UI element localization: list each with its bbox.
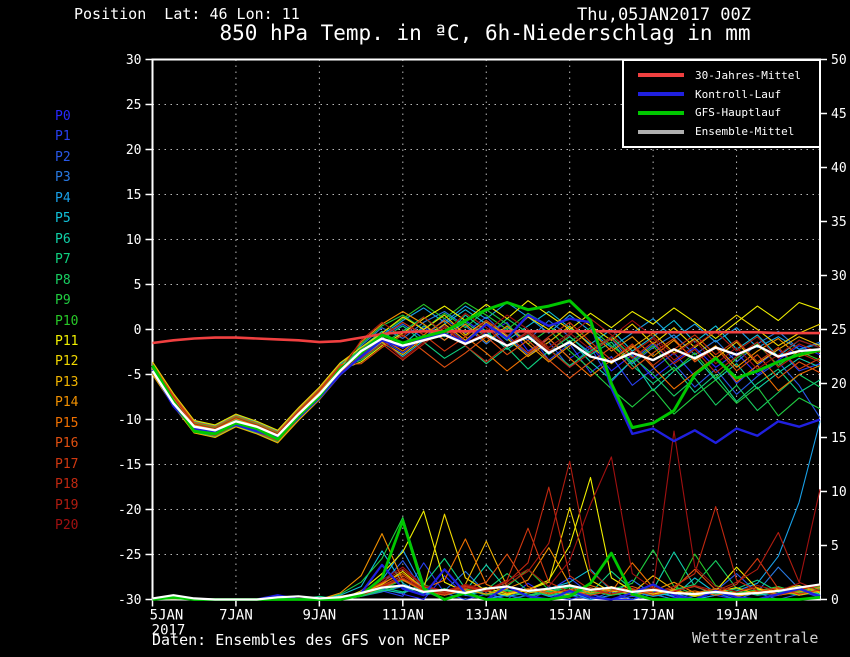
member-label-p19: P19 [55,497,79,513]
temp-axis-tick-label: -20 [118,503,141,518]
x-axis-tick-label: 9JAN [303,608,337,624]
member-label-p12: P12 [55,354,79,370]
legend-line-swatch [638,73,684,78]
main-run-temp-line [151,299,821,441]
temp-axis-tick-label: -5 [126,368,142,383]
legend-item: 30-Jahres-Mittel [638,69,817,82]
member-label-p11: P11 [55,333,79,349]
precip-axis-tick-label: 30 [831,269,847,284]
climate-mean-temp-line [152,329,820,345]
temp-axis-tick-label: 0 [134,323,142,338]
member-label-p13: P13 [55,374,79,390]
x-axis-tick-label: 11JAN [382,608,424,624]
member-label-p14: P14 [55,395,79,411]
temp-axis-tick-label: 5 [134,278,142,293]
legend-line-swatch [638,92,684,97]
legend-item-label: Kontroll-Lauf [695,87,782,101]
temp-axis-tick-label: -30 [118,593,141,608]
temp-axis-tick-label: 10 [126,233,142,248]
precip-axis-tick-label: 5 [831,539,839,554]
x-axis-year-label: 2017 [152,623,186,639]
ensemble-mean-precip-line [152,583,821,601]
member-temp-line-p10 [152,301,821,434]
x-axis-tick-label: 15JAN [549,608,591,624]
member-label-p16: P16 [55,436,79,452]
temp-axis-tick-label: -15 [118,458,141,473]
member-label-p3: P3 [55,170,71,186]
precip-axis-tick-label: 20 [831,377,847,392]
precip-axis-tick-label: 45 [831,107,847,122]
member-temp-line-p17 [152,319,821,442]
precip-axis-tick-label: 35 [831,215,847,230]
precip-axis-tick-label: 15 [831,431,847,446]
x-axis-tick-label: 5JAN [150,608,184,624]
temp-axis-tick-label: 25 [126,98,142,113]
run-datetime-label: Thu,05JAN2017 00Z [577,5,751,25]
chart-title: 850 hPa Temp. in ªC, 6h-Niederschlag in … [219,21,751,45]
precip-axis-tick-label: 25 [831,323,847,338]
member-label-p1: P1 [55,129,71,145]
member-precip-line-p19 [152,460,821,601]
legend-item: GFS-Hauptlauf [638,106,817,119]
x-axis-tick-label: 13JAN [465,608,507,624]
x-axis-tick-label: 7JAN [219,608,253,624]
temp-axis-tick-label: 15 [126,188,142,203]
member-label-p0: P0 [55,109,71,124]
member-label-p6: P6 [55,231,71,247]
temp-axis-tick-label: 30 [126,53,142,68]
temp-axis-tick-label: -25 [118,548,141,563]
precip-axis-tick-label: 10 [831,485,847,500]
data-source-label: Daten: Ensembles des GFS von NCEP [152,631,451,649]
precip-axis-tick-label: 0 [831,593,839,608]
member-label-p20: P20 [55,518,79,533]
member-label-p7: P7 [55,252,71,268]
legend-item: Ensemble-Mittel [638,125,817,138]
member-temp-line-p7 [152,325,821,443]
member-precip-line-p11 [152,476,821,601]
member-label-p8: P8 [55,272,71,288]
brand-label: Wetterzentrale [692,629,819,647]
member-label-p10: P10 [55,313,79,329]
temp-axis-tick-label: -10 [118,413,141,428]
chart-legend: 30-Jahres-Mittel Kontroll-Lauf GFS-Hauptla… [622,59,821,148]
legend-item-label: 30-Jahres-Mittel [695,68,801,82]
x-axis-tick-label: 19JAN [715,608,757,624]
legend-item-label: GFS-Hauptlauf [695,106,782,120]
legend-line-swatch [638,110,684,115]
legend-line-swatch [638,129,684,134]
legend-item: Kontroll-Lauf [638,88,817,101]
position-label: Position Lat: 46 Lon: 11 [74,5,300,23]
member-label-p17: P17 [55,456,79,472]
member-label-p9: P9 [55,293,71,309]
precip-axis-tick-label: 40 [831,161,847,176]
member-label-p4: P4 [55,190,71,206]
member-label-p15: P15 [55,415,79,431]
member-label-p5: P5 [55,211,71,227]
ensemble-mean-temp-line [151,333,821,437]
precip-axis-tick-label: 50 [831,53,847,68]
x-axis-tick-label: 17JAN [632,608,674,624]
member-label-p18: P18 [55,477,79,493]
member-label-p2: P2 [55,149,71,165]
temp-axis-tick-label: 20 [126,143,142,158]
legend-item-label: Ensemble-Mittel [695,125,795,139]
member-temp-line-p12 [152,310,821,431]
